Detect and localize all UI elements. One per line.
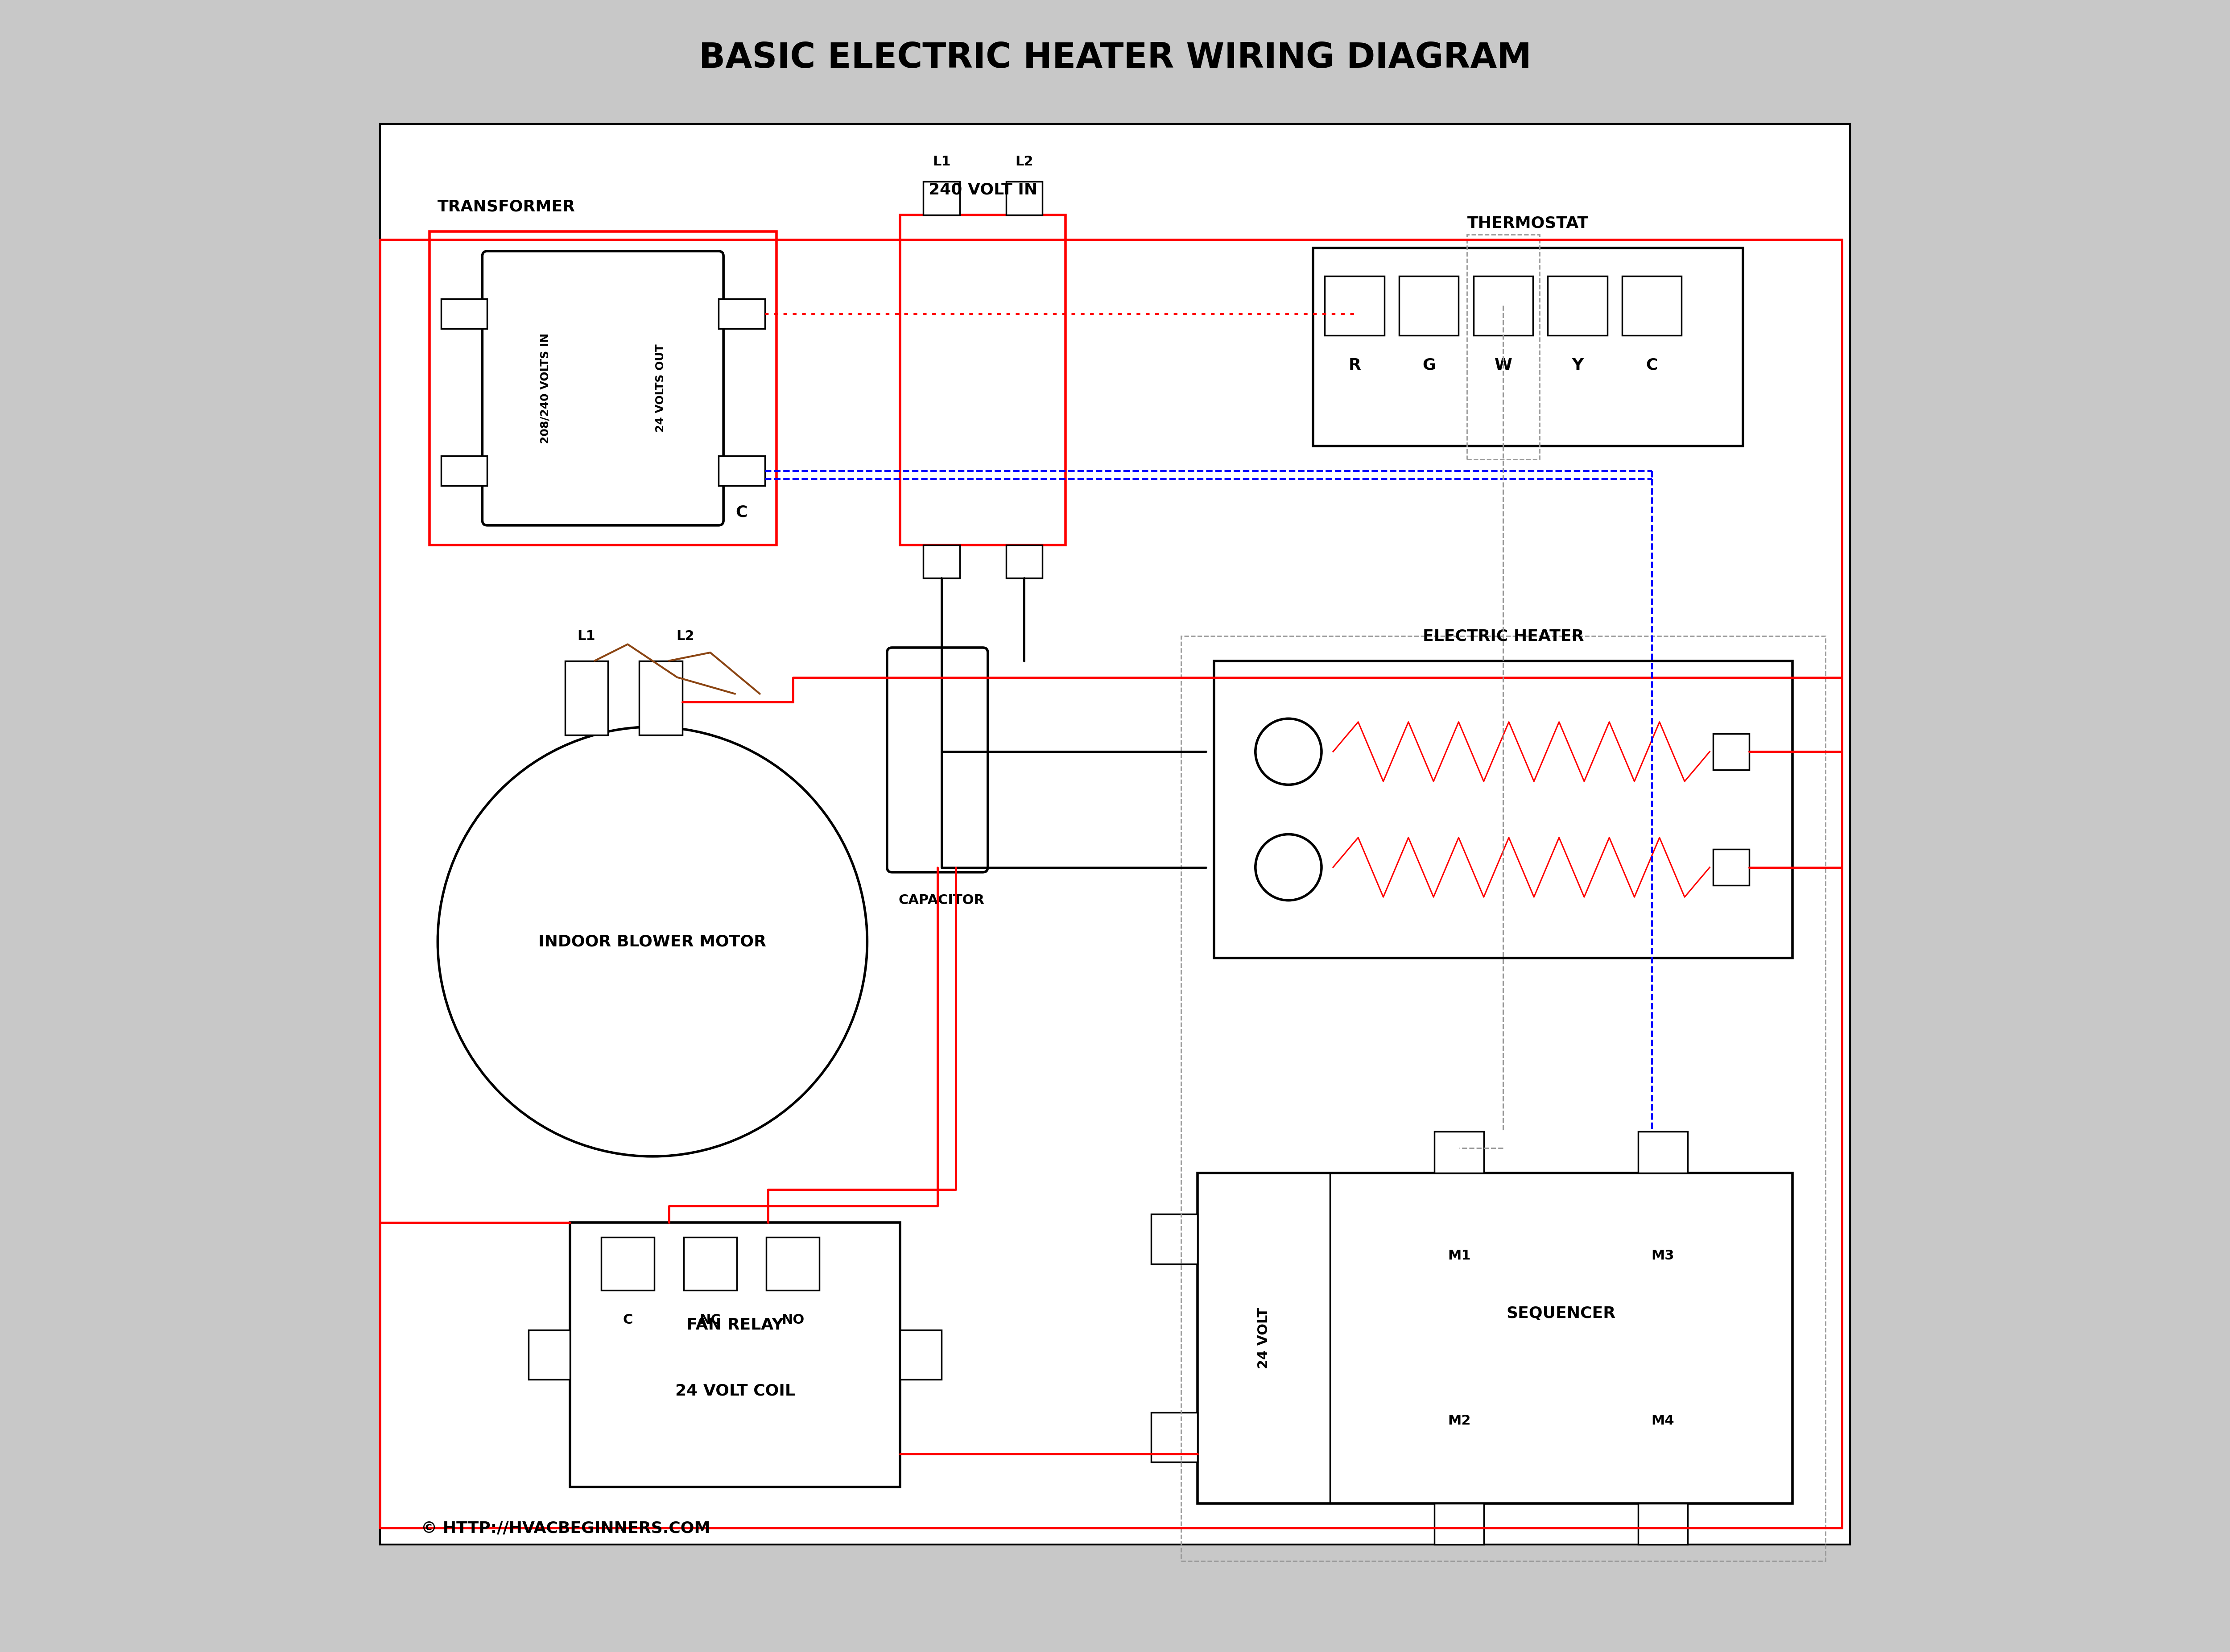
Bar xyxy=(430,231,776,545)
Bar xyxy=(1434,1132,1483,1173)
Text: NC: NC xyxy=(700,1313,720,1327)
Bar xyxy=(1474,276,1532,335)
Bar xyxy=(767,1237,818,1290)
Bar xyxy=(529,1330,571,1379)
Bar xyxy=(1398,276,1458,335)
Text: 24 VOLT COIL: 24 VOLT COIL xyxy=(676,1383,796,1399)
Text: G: G xyxy=(1423,357,1436,373)
Text: W: W xyxy=(1494,357,1512,373)
Text: CAPACITOR: CAPACITOR xyxy=(899,894,986,907)
Circle shape xyxy=(1255,719,1322,785)
Bar xyxy=(1467,235,1539,459)
Bar xyxy=(1151,1214,1198,1264)
Bar xyxy=(1639,1503,1688,1545)
Bar xyxy=(1713,733,1748,770)
Text: INDOOR BLOWER MOTOR: INDOOR BLOWER MOTOR xyxy=(537,933,767,950)
Bar xyxy=(1313,248,1744,446)
Bar xyxy=(1182,636,1826,1561)
Text: L2: L2 xyxy=(1015,155,1032,169)
Text: Y: Y xyxy=(1572,357,1583,373)
Text: © HTTP://HVACBEGINNERS.COM: © HTTP://HVACBEGINNERS.COM xyxy=(421,1520,711,1536)
Text: L2: L2 xyxy=(676,629,694,643)
Text: FAN RELAY: FAN RELAY xyxy=(687,1317,783,1333)
Bar xyxy=(901,1330,941,1379)
Bar xyxy=(442,299,486,329)
Bar xyxy=(379,124,1851,1545)
Bar xyxy=(1006,182,1041,215)
Bar xyxy=(923,545,959,578)
Bar xyxy=(1548,276,1608,335)
Bar xyxy=(571,1222,901,1487)
Bar xyxy=(1213,661,1793,958)
Text: ELECTRIC HEATER: ELECTRIC HEATER xyxy=(1423,628,1583,644)
Bar xyxy=(923,182,959,215)
Bar xyxy=(901,215,1066,545)
Text: C: C xyxy=(622,1313,633,1327)
Bar xyxy=(602,1237,653,1290)
Text: M3: M3 xyxy=(1650,1249,1675,1262)
Bar xyxy=(1639,1132,1688,1173)
Bar xyxy=(640,661,682,735)
Text: 240 VOLT IN: 240 VOLT IN xyxy=(928,182,1037,198)
Bar xyxy=(718,456,765,486)
Text: M4: M4 xyxy=(1650,1414,1675,1427)
Text: 24 VOLT: 24 VOLT xyxy=(1258,1307,1271,1370)
Bar xyxy=(564,661,609,735)
Bar xyxy=(1713,849,1748,885)
Text: R: R xyxy=(1349,357,1360,373)
FancyBboxPatch shape xyxy=(888,648,988,872)
Text: M2: M2 xyxy=(1447,1414,1472,1427)
Bar xyxy=(442,456,486,486)
Circle shape xyxy=(1255,834,1322,900)
Bar xyxy=(1621,276,1681,335)
Text: C: C xyxy=(736,504,747,520)
FancyBboxPatch shape xyxy=(482,251,723,525)
Bar xyxy=(718,299,765,329)
Bar xyxy=(1198,1173,1793,1503)
Text: 208/240 VOLTS IN: 208/240 VOLTS IN xyxy=(540,334,551,443)
Bar xyxy=(1434,1503,1483,1545)
Text: M1: M1 xyxy=(1447,1249,1472,1262)
Bar xyxy=(685,1237,736,1290)
Text: THERMOSTAT: THERMOSTAT xyxy=(1467,215,1588,231)
Text: C: C xyxy=(1646,357,1657,373)
Bar xyxy=(1006,545,1041,578)
Text: L1: L1 xyxy=(932,155,950,169)
Bar xyxy=(1325,276,1385,335)
Text: TRANSFORMER: TRANSFORMER xyxy=(437,198,575,215)
Text: NO: NO xyxy=(780,1313,805,1327)
Text: L1: L1 xyxy=(578,629,595,643)
Text: SEQUENCER: SEQUENCER xyxy=(1507,1305,1617,1322)
Text: 24 VOLTS OUT: 24 VOLTS OUT xyxy=(656,344,667,433)
Text: BASIC ELECTRIC HEATER WIRING DIAGRAM: BASIC ELECTRIC HEATER WIRING DIAGRAM xyxy=(698,41,1532,74)
Bar xyxy=(1151,1412,1198,1462)
Circle shape xyxy=(437,727,867,1156)
